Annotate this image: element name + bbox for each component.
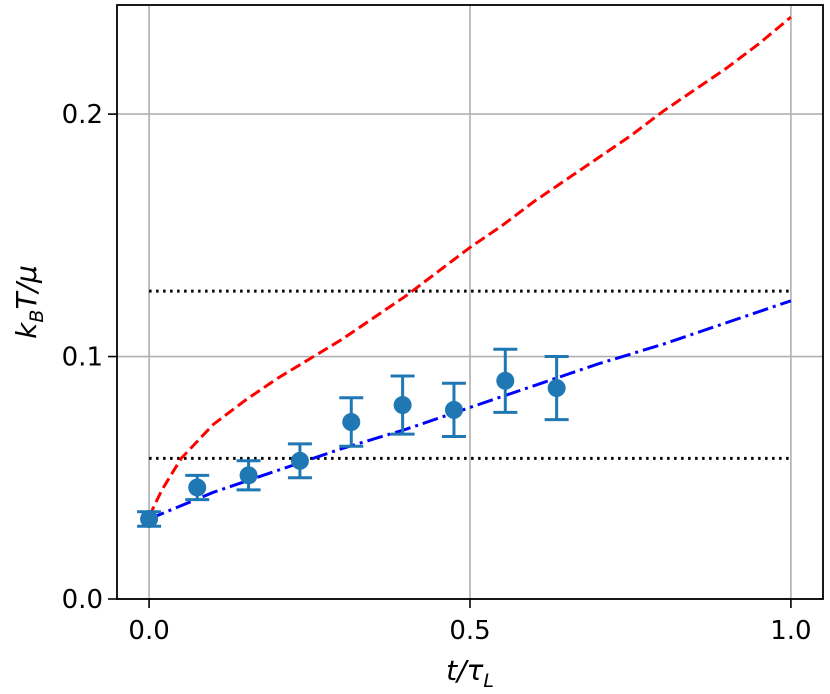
- point-marker: [140, 509, 159, 528]
- data-point: [441, 381, 466, 439]
- data-point: [390, 374, 415, 436]
- grid: [117, 5, 823, 600]
- point-marker: [444, 400, 463, 419]
- x-axis-label: t/τL: [446, 654, 494, 692]
- point-marker: [342, 413, 361, 432]
- data-point: [339, 396, 364, 448]
- y-tick-label: 0.1: [62, 343, 103, 373]
- x-tick-label: 0.0: [128, 616, 169, 646]
- data-point: [236, 459, 261, 492]
- red-dashed-curve: [147, 15, 792, 518]
- point-marker: [188, 478, 207, 497]
- point-marker: [496, 371, 515, 390]
- reference-lines: [149, 289, 791, 460]
- y-tick-label: 0.2: [62, 100, 103, 130]
- x-tick-label: 0.5: [449, 616, 490, 646]
- point-marker: [239, 466, 258, 485]
- data-point: [185, 473, 210, 502]
- y-axis-label: kBT/μ: [10, 265, 48, 339]
- data-point: [287, 442, 312, 480]
- data-point: [544, 355, 569, 422]
- blue-dashdot-line: [148, 299, 792, 521]
- data-point: [493, 347, 518, 414]
- x-tick-label: 1.0: [770, 616, 811, 646]
- data-point: [137, 509, 162, 528]
- point-marker: [393, 396, 412, 415]
- point-marker: [290, 451, 309, 470]
- curves: [147, 15, 792, 521]
- data-points: [137, 347, 569, 528]
- ticks: 0.0 0.5 1.0 0.0 0.1 0.2: [62, 100, 812, 646]
- y-tick-label: 0.0: [62, 585, 103, 615]
- point-marker: [547, 379, 566, 398]
